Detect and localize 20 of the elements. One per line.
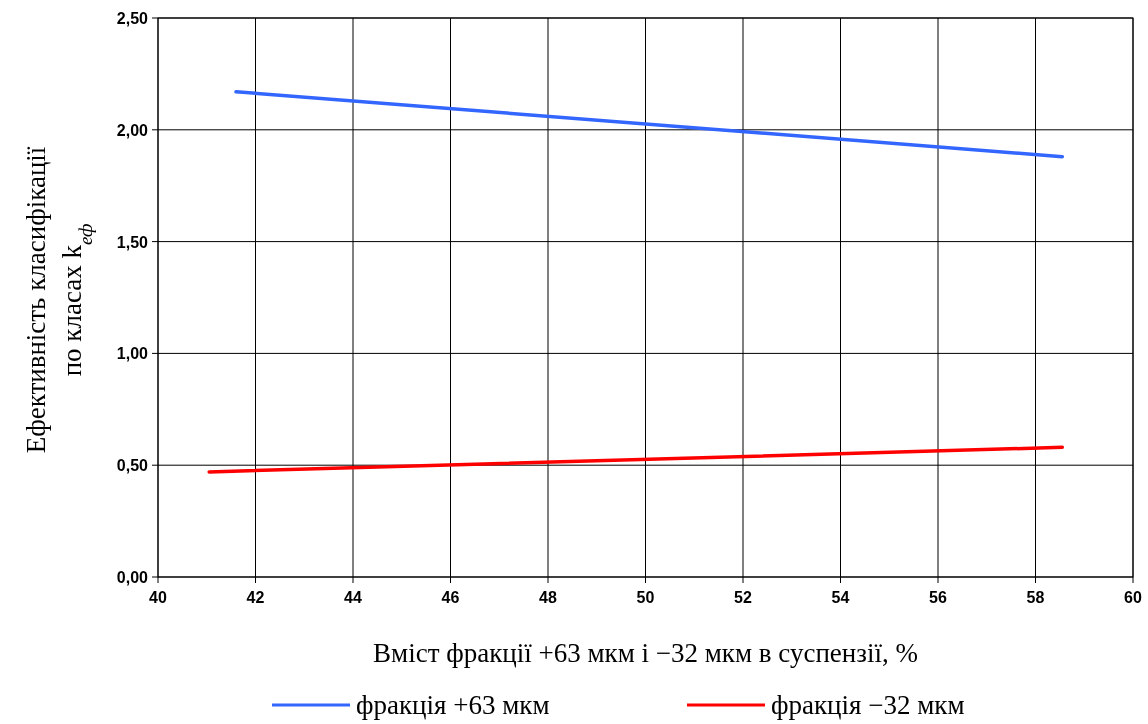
x-tick-label: 50 <box>636 589 655 606</box>
x-tick-label: 46 <box>441 589 460 606</box>
x-tick-label: 42 <box>246 589 265 606</box>
y-tick-label: 2,00 <box>116 121 149 139</box>
y-tick-label: 2,50 <box>116 10 149 27</box>
legend-label: фракція −32 мкм <box>771 690 965 720</box>
legend-label: фракція +63 мкм <box>356 690 550 720</box>
x-tick-label: 40 <box>149 589 167 606</box>
x-tick-label: 58 <box>1026 589 1045 606</box>
y-tick-label: 1,00 <box>116 345 149 363</box>
x-tick-label: 48 <box>539 589 557 606</box>
x-tick-label: 60 <box>1124 589 1142 606</box>
x-tick-label: 44 <box>344 589 362 606</box>
y-tick-label: 0,00 <box>116 569 149 586</box>
x-tick-label: 54 <box>831 589 850 606</box>
x-tick-label: 52 <box>734 589 752 606</box>
x-axis-title: Вміст фракції +63 мкм і −32 мкм в суспензії, % <box>373 638 918 668</box>
x-tick-label: 56 <box>929 589 947 606</box>
y-tick-label: 0,50 <box>116 457 149 475</box>
y-tick-label: 1,50 <box>116 233 149 251</box>
